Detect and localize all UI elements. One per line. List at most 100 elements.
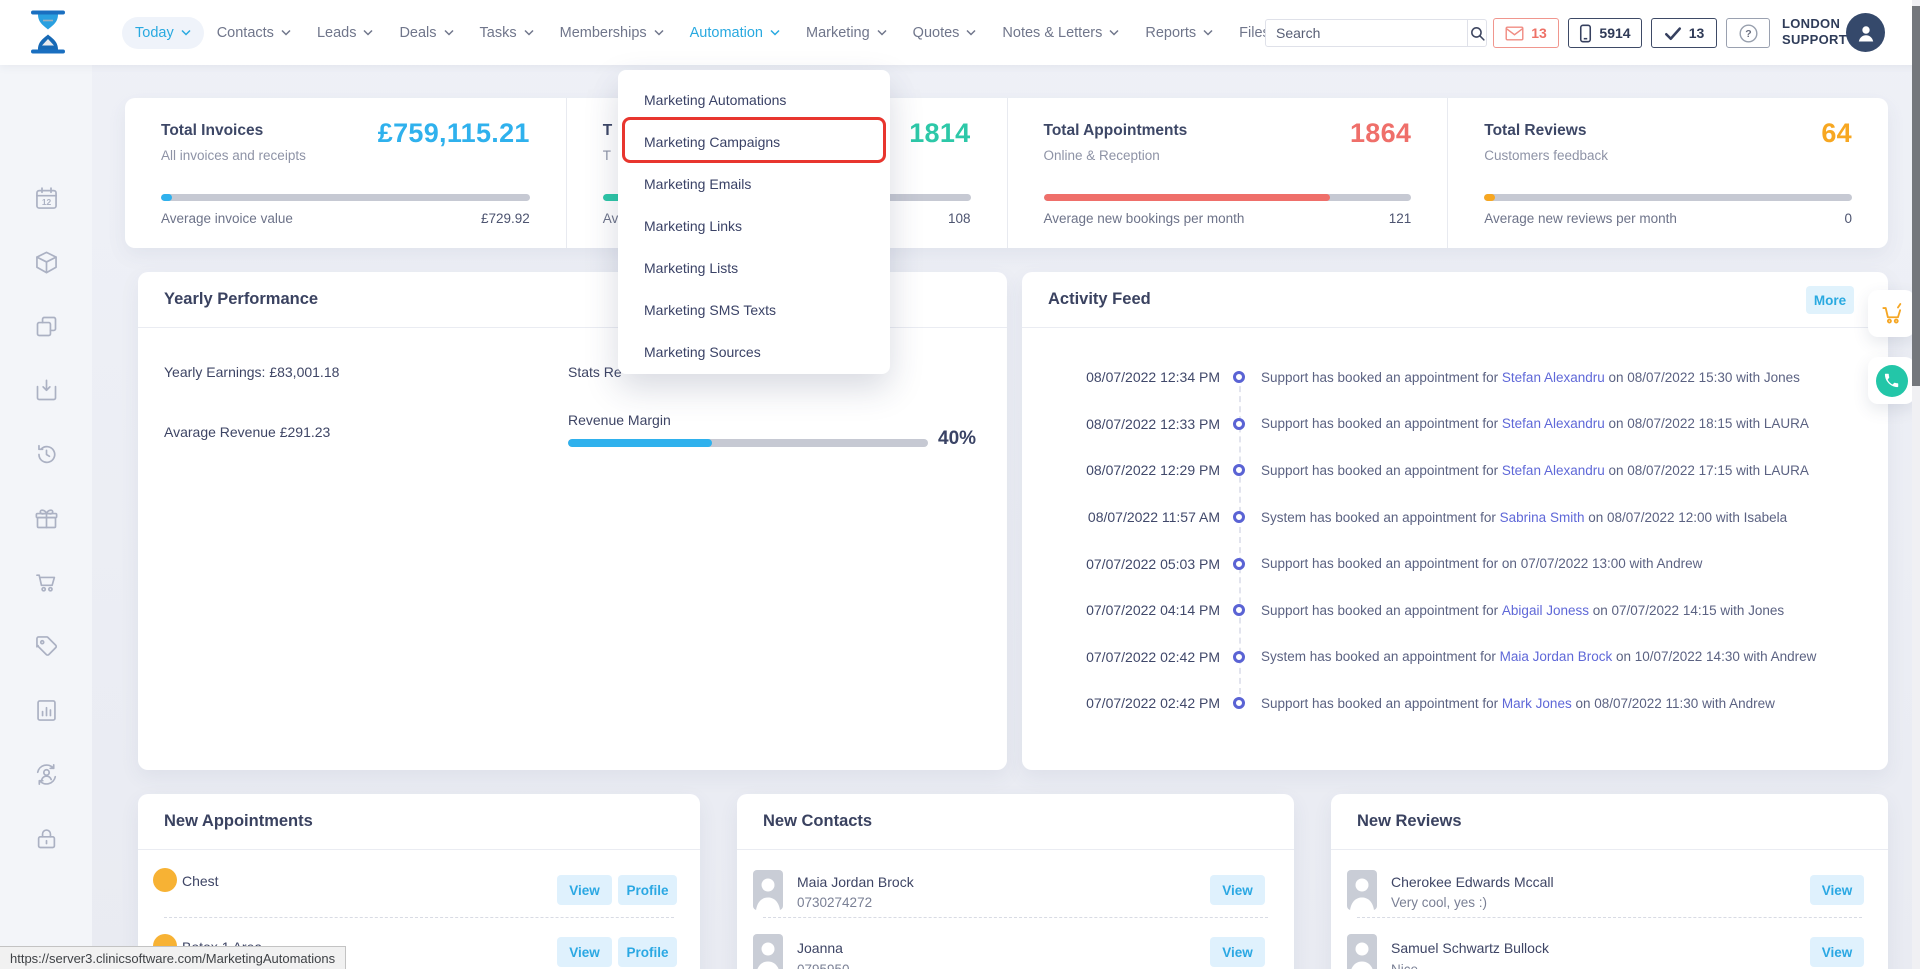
stat-value: £759,115.21 xyxy=(378,118,530,149)
chevron-down-icon xyxy=(524,29,534,36)
nav-notes-letters[interactable]: Notes & Letters xyxy=(989,17,1132,49)
search-button[interactable] xyxy=(1467,20,1486,46)
app-canvas: Today Contacts Leads Deals Tasks Members… xyxy=(0,0,1920,969)
stat-total-appointments: Total Appointments Online & Reception 18… xyxy=(1007,98,1448,248)
calendar-import-icon[interactable] xyxy=(26,370,66,410)
person-icon xyxy=(1854,21,1878,45)
gift-icon[interactable] xyxy=(26,498,66,538)
revenue-margin-bar xyxy=(568,439,928,447)
view-button[interactable]: View xyxy=(557,875,612,905)
nav-today[interactable]: Today xyxy=(122,17,204,49)
menu-item-marketing-lists[interactable]: Marketing Lists xyxy=(618,247,890,289)
menu-item-marketing-emails[interactable]: Marketing Emails xyxy=(618,163,890,205)
windows-copy-icon[interactable] xyxy=(26,306,66,346)
progress-bar xyxy=(1044,194,1412,201)
stat-value: 1814 xyxy=(909,118,970,149)
activity-row: 08/07/2022 12:33 PM Support has booked a… xyxy=(1048,401,1868,448)
chevron-down-icon xyxy=(654,29,664,36)
mail-notifications-badge[interactable]: 13 xyxy=(1493,18,1559,48)
nav-marketing[interactable]: Marketing xyxy=(793,17,900,49)
menu-item-marketing-automations[interactable]: Marketing Automations xyxy=(618,79,890,121)
chevron-down-icon xyxy=(1203,29,1213,36)
view-button[interactable]: View xyxy=(1810,937,1864,967)
panel-header: New Appointments xyxy=(138,794,700,850)
view-button[interactable]: View xyxy=(557,937,612,967)
menu-item-marketing-sources[interactable]: Marketing Sources xyxy=(618,331,890,373)
account-sync-icon[interactable] xyxy=(26,754,66,794)
price-tag-icon[interactable] xyxy=(26,626,66,666)
user-avatar[interactable] xyxy=(1846,13,1885,52)
chevron-down-icon xyxy=(1109,29,1119,36)
floating-cart-button[interactable] xyxy=(1868,290,1915,337)
envelope-icon xyxy=(1505,26,1524,41)
contact-link[interactable]: Stefan Alexandru xyxy=(1502,463,1605,478)
hourglass-logo-icon xyxy=(24,8,72,56)
page-scrollbar-thumb[interactable] xyxy=(1912,6,1920,386)
contact-avatar-placeholder xyxy=(753,934,783,969)
tasks-badge[interactable]: 13 xyxy=(1651,18,1717,48)
panel-header: New Contacts xyxy=(737,794,1294,850)
main-nav: Today Contacts Leads Deals Tasks Members… xyxy=(122,0,1283,65)
activity-row: 07/07/2022 05:03 PM Support has booked a… xyxy=(1048,540,1868,587)
kpi-strip: Total Invoices All invoices and receipts… xyxy=(125,98,1888,248)
help-button[interactable]: ? xyxy=(1726,18,1770,48)
contact-link[interactable]: Abigail Joness xyxy=(1502,603,1589,618)
report-chart-icon[interactable] xyxy=(26,690,66,730)
chevron-down-icon xyxy=(966,29,976,36)
nav-tasks[interactable]: Tasks xyxy=(467,17,547,49)
profile-button[interactable]: Profile xyxy=(618,937,677,967)
checkmark-icon xyxy=(1664,26,1682,41)
timeline-marker-icon xyxy=(1233,604,1245,616)
package-icon[interactable] xyxy=(26,242,66,282)
lock-icon[interactable] xyxy=(26,818,66,858)
nav-contacts[interactable]: Contacts xyxy=(204,17,304,49)
menu-item-marketing-sms-texts[interactable]: Marketing SMS Texts xyxy=(618,289,890,331)
nav-automation[interactable]: Automation xyxy=(677,17,793,49)
page-scrollbar-track[interactable] xyxy=(1912,0,1920,969)
panel-title: New Reviews xyxy=(1357,812,1462,831)
panel-header: Activity Feed More xyxy=(1022,272,1888,328)
timeline-marker-icon xyxy=(1233,418,1245,430)
global-search xyxy=(1265,19,1487,47)
progress-bar xyxy=(1484,194,1852,201)
panel-title: Activity Feed xyxy=(1048,290,1151,309)
smartphone-icon xyxy=(1579,24,1592,43)
appointment-color-dot xyxy=(153,868,177,892)
activity-row: 08/07/2022 11:57 AM System has booked an… xyxy=(1048,494,1868,541)
nav-deals[interactable]: Deals xyxy=(386,17,466,49)
stat-value: 64 xyxy=(1821,118,1852,149)
view-button[interactable]: View xyxy=(1210,875,1265,905)
view-button[interactable]: View xyxy=(1810,875,1864,905)
view-button[interactable]: View xyxy=(1210,937,1265,967)
progress-bar xyxy=(161,194,530,201)
menu-item-marketing-campaigns[interactable]: Marketing Campaigns xyxy=(618,121,890,163)
svg-text:?: ? xyxy=(1745,28,1751,40)
row-divider xyxy=(164,917,674,918)
profile-button[interactable]: Profile xyxy=(618,875,677,905)
contact-link[interactable]: Maia Jordan Brock xyxy=(1500,649,1613,664)
menu-item-marketing-links[interactable]: Marketing Links xyxy=(618,205,890,247)
cart-icon xyxy=(1879,301,1905,327)
activity-feed-panel: Activity Feed More 08/07/2022 12:34 PM S… xyxy=(1022,272,1888,770)
calendar-icon[interactable]: 12 xyxy=(26,178,66,218)
calls-badge[interactable]: 5914 xyxy=(1568,18,1642,48)
cart-icon[interactable] xyxy=(26,562,66,602)
contact-link[interactable]: Mark Jones xyxy=(1502,696,1572,711)
chevron-down-icon xyxy=(181,29,191,36)
contact-link[interactable]: Stefan Alexandru xyxy=(1502,416,1605,431)
timeline-marker-icon xyxy=(1233,558,1245,570)
more-button[interactable]: More xyxy=(1806,286,1854,314)
nav-quotes[interactable]: Quotes xyxy=(900,17,990,49)
history-icon[interactable] xyxy=(26,434,66,474)
contact-link[interactable]: Stefan Alexandru xyxy=(1502,370,1605,385)
automation-dropdown-menu: Marketing Automations Marketing Campaign… xyxy=(618,70,890,374)
panel-header: New Reviews xyxy=(1331,794,1888,850)
nav-leads[interactable]: Leads xyxy=(304,17,387,49)
average-revenue: Avarage Revenue £291.23 xyxy=(164,424,330,440)
contact-link[interactable]: Sabrina Smith xyxy=(1500,510,1585,525)
nav-reports[interactable]: Reports xyxy=(1132,17,1226,49)
search-input[interactable] xyxy=(1266,25,1467,41)
nav-memberships[interactable]: Memberships xyxy=(547,17,677,49)
floating-call-button[interactable] xyxy=(1868,357,1915,404)
clinicsoftware-logo[interactable] xyxy=(24,8,72,56)
